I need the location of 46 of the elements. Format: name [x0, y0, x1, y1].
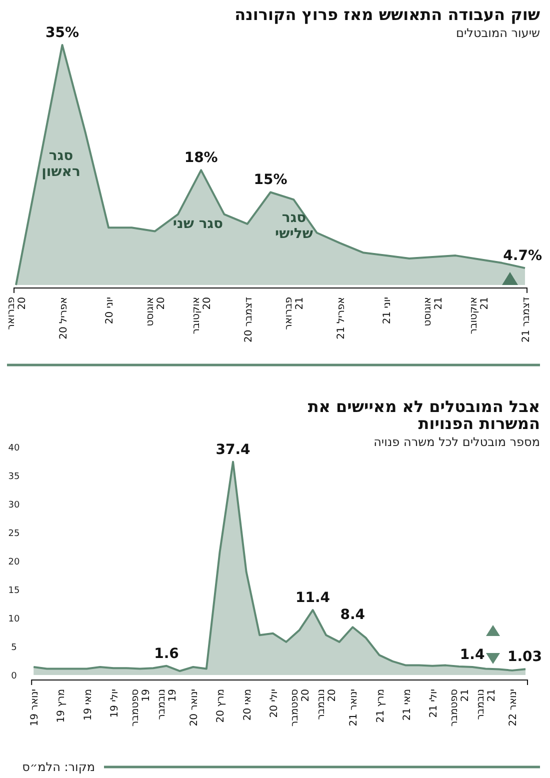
y-tick-label: 25	[8, 529, 20, 539]
data-label: 37.4	[216, 442, 251, 458]
y-tick-label: 20	[8, 558, 20, 568]
chart-title: שוק העבודה התאושש מאז פרוץ הקורונה	[234, 5, 540, 24]
data-label: 15%	[254, 172, 288, 188]
x-tick-label: אפריל 21	[336, 297, 347, 340]
y-tick-label: 5	[11, 643, 17, 653]
x-tick-label: ינואר 22	[508, 689, 520, 726]
x-tick-label: מרץ 21	[375, 689, 386, 723]
y-tick-label: 40	[8, 444, 20, 454]
data-label: 35%	[46, 25, 80, 41]
y-tick-label: 30	[8, 500, 20, 510]
y-tick-label: 35	[8, 472, 20, 482]
y-tick-label: 0	[11, 672, 18, 682]
x-tick-label: מרץ 19	[56, 689, 68, 723]
x-tick-label: ינואר 21	[348, 689, 360, 726]
x-tick-label: יוני 21	[382, 297, 394, 324]
data-label: 8.4	[340, 607, 366, 624]
annotation: סגר שלישי	[275, 210, 314, 242]
data-label: 4.7%	[503, 248, 542, 264]
data-label: 18%	[184, 150, 218, 166]
x-tick-label: מרץ 20	[216, 689, 227, 723]
x-tick-label: דצמבר 21	[521, 296, 532, 343]
x-tick-label: יולי 20	[268, 689, 280, 718]
annotation: סגר ראשון	[42, 148, 80, 180]
data-label: 11.4	[296, 590, 330, 606]
chart-subtitle: מספר מובטלים לכל משרה פנויה	[374, 435, 540, 449]
x-tick-label: יולי 21	[428, 689, 440, 718]
x-tick-label: מאי 20	[242, 689, 254, 721]
x-tick-label: ינואר 19	[30, 689, 41, 726]
x-tick-label: ינואר 20	[189, 689, 200, 726]
text: מקור: הלמ״ס	[22, 760, 95, 774]
x-tick-label: מאי 21	[402, 689, 413, 721]
x-tick-label: יוני 20	[104, 297, 116, 324]
y-tick-label: 15	[8, 586, 20, 596]
x-tick-label: דצמבר 20	[243, 296, 254, 343]
chart-title: אבל המובטלים לא מאיישים את המשרות הפנויות	[308, 397, 540, 433]
x-tick-label: יולי 19	[109, 689, 120, 718]
chart-subtitle: שיעור המובטלים	[456, 26, 540, 40]
x-tick-label: מאי 19	[82, 689, 94, 721]
data-label: 1.6	[154, 646, 179, 662]
annotation: סגר שני	[172, 216, 224, 232]
data-label: 1.4	[460, 647, 485, 664]
x-tick-label: אפריל 20	[58, 297, 70, 340]
data-label: 1.03	[507, 649, 542, 666]
y-tick-label: 10	[8, 614, 20, 624]
